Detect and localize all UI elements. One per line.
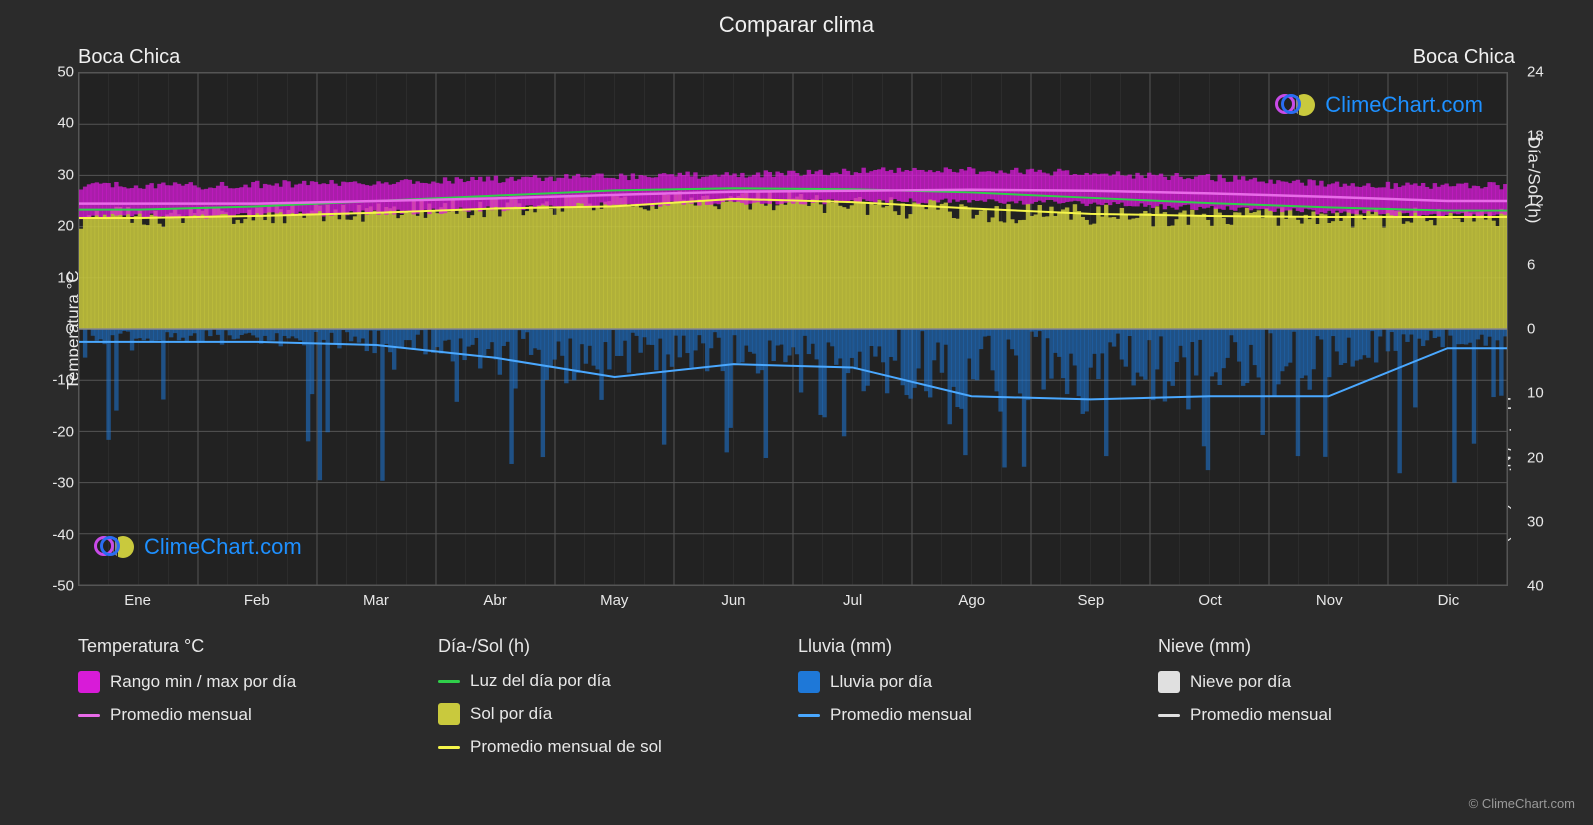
legend-item: Rango min / max por día <box>78 671 428 693</box>
legend-item: Sol por día <box>438 703 788 725</box>
chart-container: Comparar clima Boca Chica Boca Chica Tem… <box>0 0 1593 825</box>
legend-item: Nieve por día <box>1158 671 1508 693</box>
legend-group-title: Lluvia (mm) <box>798 636 1148 657</box>
y-right-tick: 12 <box>1519 192 1544 209</box>
legend-item-label: Nieve por día <box>1190 672 1291 692</box>
x-tick: Nov <box>1316 592 1343 609</box>
legend-group-title: Temperatura °C <box>78 636 428 657</box>
y-left-tick: 30 <box>57 166 74 183</box>
watermark-upper: ClimeChart.com <box>1277 92 1483 118</box>
x-tick: Ago <box>958 592 985 609</box>
y-left-tick: -50 <box>52 578 74 595</box>
legend-item-label: Promedio mensual <box>1190 705 1332 725</box>
legend-group-title: Día-/Sol (h) <box>438 636 788 657</box>
x-tick: Dic <box>1438 592 1460 609</box>
legend-swatch-line-icon <box>438 680 460 683</box>
y-right-tick: 20 <box>1519 449 1544 466</box>
plot-area <box>78 72 1508 586</box>
legend-item-label: Sol por día <box>470 704 552 724</box>
y-left-tick: 40 <box>57 115 74 132</box>
legend-swatch-block-icon <box>78 671 100 693</box>
y-left-tick: -40 <box>52 526 74 543</box>
y-axis-right-top-label: Día-/Sol (h) <box>1524 137 1544 224</box>
legend-item: Lluvia por día <box>798 671 1148 693</box>
y-left-tick: -20 <box>52 423 74 440</box>
watermark-logo-icon <box>1277 94 1317 116</box>
watermark-lower: ClimeChart.com <box>96 534 302 560</box>
legend-swatch-block-icon <box>1158 671 1180 693</box>
x-tick: Feb <box>244 592 270 609</box>
legend-item-label: Promedio mensual <box>110 705 252 725</box>
legend-item-label: Rango min / max por día <box>110 672 296 692</box>
location-label-right: Boca Chica <box>1413 46 1515 69</box>
y-left-tick: 20 <box>57 218 74 235</box>
legend-item-label: Promedio mensual <box>830 705 972 725</box>
y-left-tick: 0 <box>66 321 74 338</box>
x-tick: Abr <box>483 592 506 609</box>
watermark-text: ClimeChart.com <box>144 534 302 560</box>
y-right-tick: 40 <box>1519 578 1544 595</box>
legend-swatch-block-icon <box>438 703 460 725</box>
y-right-tick: 24 <box>1519 64 1544 81</box>
y-right-tick: 0 <box>1519 321 1535 338</box>
copyright-text: © ClimeChart.com <box>1469 796 1575 811</box>
x-tick: Sep <box>1078 592 1105 609</box>
legend-item: Luz del día por día <box>438 671 788 691</box>
legend-group: Temperatura °C Rango min / max por día Pro… <box>78 636 428 769</box>
legend-swatch-line-icon <box>798 714 820 717</box>
chart-svg <box>79 73 1507 585</box>
y-right-tick: 30 <box>1519 513 1544 530</box>
y-right-tick: 10 <box>1519 385 1544 402</box>
legend-swatch-line-icon <box>1158 714 1180 717</box>
legend-item: Promedio mensual <box>798 705 1148 725</box>
legend-group: Día-/Sol (h) Luz del día por día Sol por d… <box>438 636 788 769</box>
legend-item: Promedio mensual <box>1158 705 1508 725</box>
legend-swatch-line-icon <box>78 714 100 717</box>
y-left-tick: -30 <box>52 475 74 492</box>
y-right-tick: 6 <box>1519 256 1535 273</box>
legend-item: Promedio mensual de sol <box>438 737 788 757</box>
legend-group: Nieve (mm) Nieve por día Promedio mensual <box>1158 636 1508 769</box>
legend-group: Lluvia (mm) Lluvia por día Promedio mensua… <box>798 636 1148 769</box>
y-left-tick: 10 <box>57 269 74 286</box>
y-left-tick: 50 <box>57 64 74 81</box>
legend-group-title: Nieve (mm) <box>1158 636 1508 657</box>
x-tick: Jun <box>721 592 745 609</box>
legend-item-label: Luz del día por día <box>470 671 611 691</box>
legend-item-label: Promedio mensual de sol <box>470 737 662 757</box>
x-tick: Ene <box>124 592 151 609</box>
watermark-text: ClimeChart.com <box>1325 92 1483 118</box>
legend-swatch-block-icon <box>798 671 820 693</box>
legend-swatch-line-icon <box>438 746 460 749</box>
x-tick: Jul <box>843 592 862 609</box>
x-tick: May <box>600 592 628 609</box>
y-left-tick: -10 <box>52 372 74 389</box>
location-label-left: Boca Chica <box>78 46 180 69</box>
x-tick: Mar <box>363 592 389 609</box>
x-tick: Oct <box>1198 592 1221 609</box>
legend-item: Promedio mensual <box>78 705 428 725</box>
chart-title: Comparar clima <box>0 12 1593 38</box>
legend: Temperatura °C Rango min / max por día Pro… <box>78 636 1508 769</box>
watermark-logo-icon <box>96 536 136 558</box>
y-right-tick: 18 <box>1519 128 1544 145</box>
legend-item-label: Lluvia por día <box>830 672 932 692</box>
rain-bars <box>83 329 1507 483</box>
